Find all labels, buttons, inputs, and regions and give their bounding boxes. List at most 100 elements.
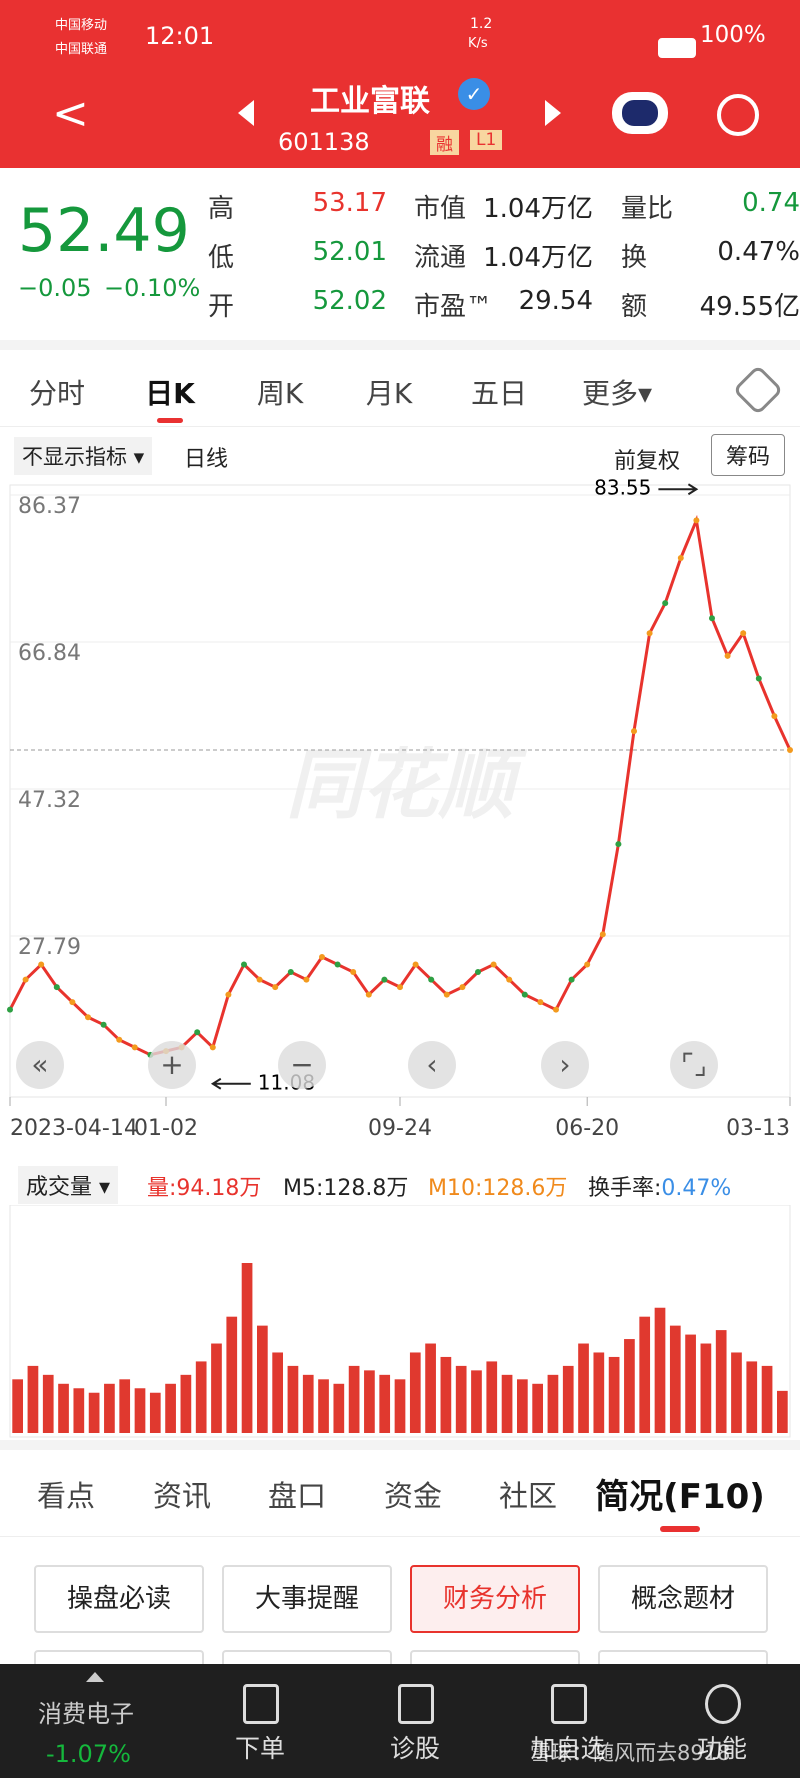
period-tab[interactable]: 日K	[145, 377, 195, 410]
price-point	[303, 976, 310, 983]
nav-label[interactable]: 下单	[234, 1734, 285, 1763]
robot-face	[622, 100, 658, 126]
volume-bar	[27, 1365, 39, 1433]
stat-label: 量比	[621, 194, 674, 224]
volume-bar	[134, 1388, 146, 1433]
info-tab[interactable]: 简况(F10)	[595, 1477, 765, 1517]
chart-control[interactable]: ⌜⌟	[670, 1041, 718, 1089]
volume-bar	[364, 1370, 375, 1433]
chart-control[interactable]: +	[148, 1041, 196, 1089]
chart-control[interactable]: ‹	[408, 1041, 456, 1089]
price-point	[537, 999, 544, 1006]
chart-frame	[9, 1205, 791, 1438]
volume-bar	[149, 1392, 161, 1433]
high-arrow	[658, 483, 699, 496]
price-point	[646, 630, 653, 637]
price-point	[459, 984, 466, 991]
stat-label: 市值	[414, 194, 467, 224]
verified-icon: ✓	[458, 78, 490, 110]
stat-value: 49.55亿	[699, 292, 800, 322]
volume-bar	[394, 1379, 406, 1433]
info-button[interactable]: 操盘必读	[34, 1565, 204, 1633]
period-tab[interactable]: 更多▾	[581, 377, 653, 410]
price-point	[22, 976, 29, 983]
info-tab[interactable]: 看点	[36, 1479, 95, 1513]
volume-select[interactable]: 成交量 ▾	[18, 1166, 119, 1204]
price-point	[397, 984, 403, 991]
price-point	[38, 961, 45, 968]
price-point	[412, 961, 419, 968]
volume-bar	[654, 1307, 666, 1433]
battery-icon	[658, 38, 696, 58]
price-point	[116, 1036, 123, 1043]
period-tab[interactable]: 周K	[256, 377, 304, 410]
carrier: 中国移动	[55, 18, 108, 33]
price-point	[350, 969, 357, 976]
info-button[interactable]: 概念题材	[598, 1565, 768, 1633]
info-button[interactable]: 大事提醒	[222, 1565, 392, 1633]
nav-icon	[243, 1684, 279, 1724]
chips-button[interactable]: 筹码	[711, 434, 786, 476]
stat-value: 0.47%	[717, 237, 800, 267]
volume-legend-item: M10:128.6万	[428, 1176, 568, 1201]
info-tab[interactable]: 社区	[498, 1479, 557, 1513]
volume-bar	[562, 1365, 574, 1433]
period-tab[interactable]: 五日	[470, 377, 527, 410]
turnover-value: 0.47%	[661, 1176, 732, 1201]
price-point	[69, 999, 76, 1006]
stat-value: 29.54	[518, 286, 593, 316]
top-bar	[0, 0, 800, 168]
volume-bar	[455, 1365, 467, 1433]
stock-name: 工业富联	[310, 84, 430, 119]
next-stock[interactable]	[545, 100, 561, 126]
volume-bar	[302, 1374, 314, 1433]
net-speed: 1.2	[470, 16, 493, 32]
volume-bar	[425, 1343, 436, 1433]
volume-bar	[58, 1383, 69, 1433]
stat-value: 1.04万亿	[483, 243, 593, 273]
price-point	[755, 675, 762, 682]
carrier: 中国联通	[55, 42, 108, 57]
volume-bar	[119, 1379, 131, 1433]
volume-bar	[731, 1352, 742, 1433]
sector[interactable]: 消费电子	[38, 1700, 134, 1728]
info-tab[interactable]: 盘口	[267, 1479, 326, 1513]
volume-bar	[226, 1316, 238, 1433]
chart-control[interactable]: ›	[541, 1041, 589, 1089]
separator	[0, 1440, 800, 1450]
price-point	[677, 555, 684, 562]
info-tab[interactable]: 资讯	[152, 1479, 211, 1513]
price: 52.49	[18, 196, 190, 266]
robot-icon[interactable]	[612, 92, 668, 134]
stat-value: 53.17	[312, 188, 387, 218]
volume-bar	[195, 1361, 207, 1433]
period-tab[interactable]: 分时	[28, 377, 85, 410]
info-button[interactable]: 财务分析	[410, 1565, 580, 1633]
stat-label: 换	[621, 243, 648, 273]
info-tab[interactable]: 资金	[383, 1479, 442, 1513]
badge: 融	[430, 130, 459, 155]
chart-control[interactable]: «	[16, 1041, 64, 1089]
info-button-next	[410, 1650, 580, 1666]
back-button[interactable]: <	[52, 88, 89, 139]
period-tab[interactable]: 月K	[365, 377, 413, 410]
volume-bar	[593, 1352, 605, 1433]
volume-bar	[761, 1365, 773, 1433]
nav-label[interactable]: 功能	[696, 1734, 747, 1763]
nav-label[interactable]: 诊股	[389, 1734, 440, 1763]
separator	[0, 426, 800, 427]
adjust-select[interactable]: 前复权	[614, 449, 681, 474]
volume-bar	[379, 1374, 391, 1433]
search-icon[interactable]	[717, 94, 759, 136]
credit-watermark: 雪球：随风而去8918	[530, 1741, 731, 1765]
chart-control[interactable]: −	[278, 1041, 326, 1089]
nav-label[interactable]: 加自选	[530, 1734, 606, 1763]
volume-bar	[685, 1334, 696, 1433]
prev-stock[interactable]	[238, 100, 254, 126]
price-point	[662, 600, 669, 607]
price-point	[100, 1021, 107, 1028]
indicator-select[interactable]: 不显示指标 ▾	[14, 437, 153, 475]
info-button-next	[598, 1650, 768, 1666]
high-label: 83.55	[594, 476, 651, 500]
